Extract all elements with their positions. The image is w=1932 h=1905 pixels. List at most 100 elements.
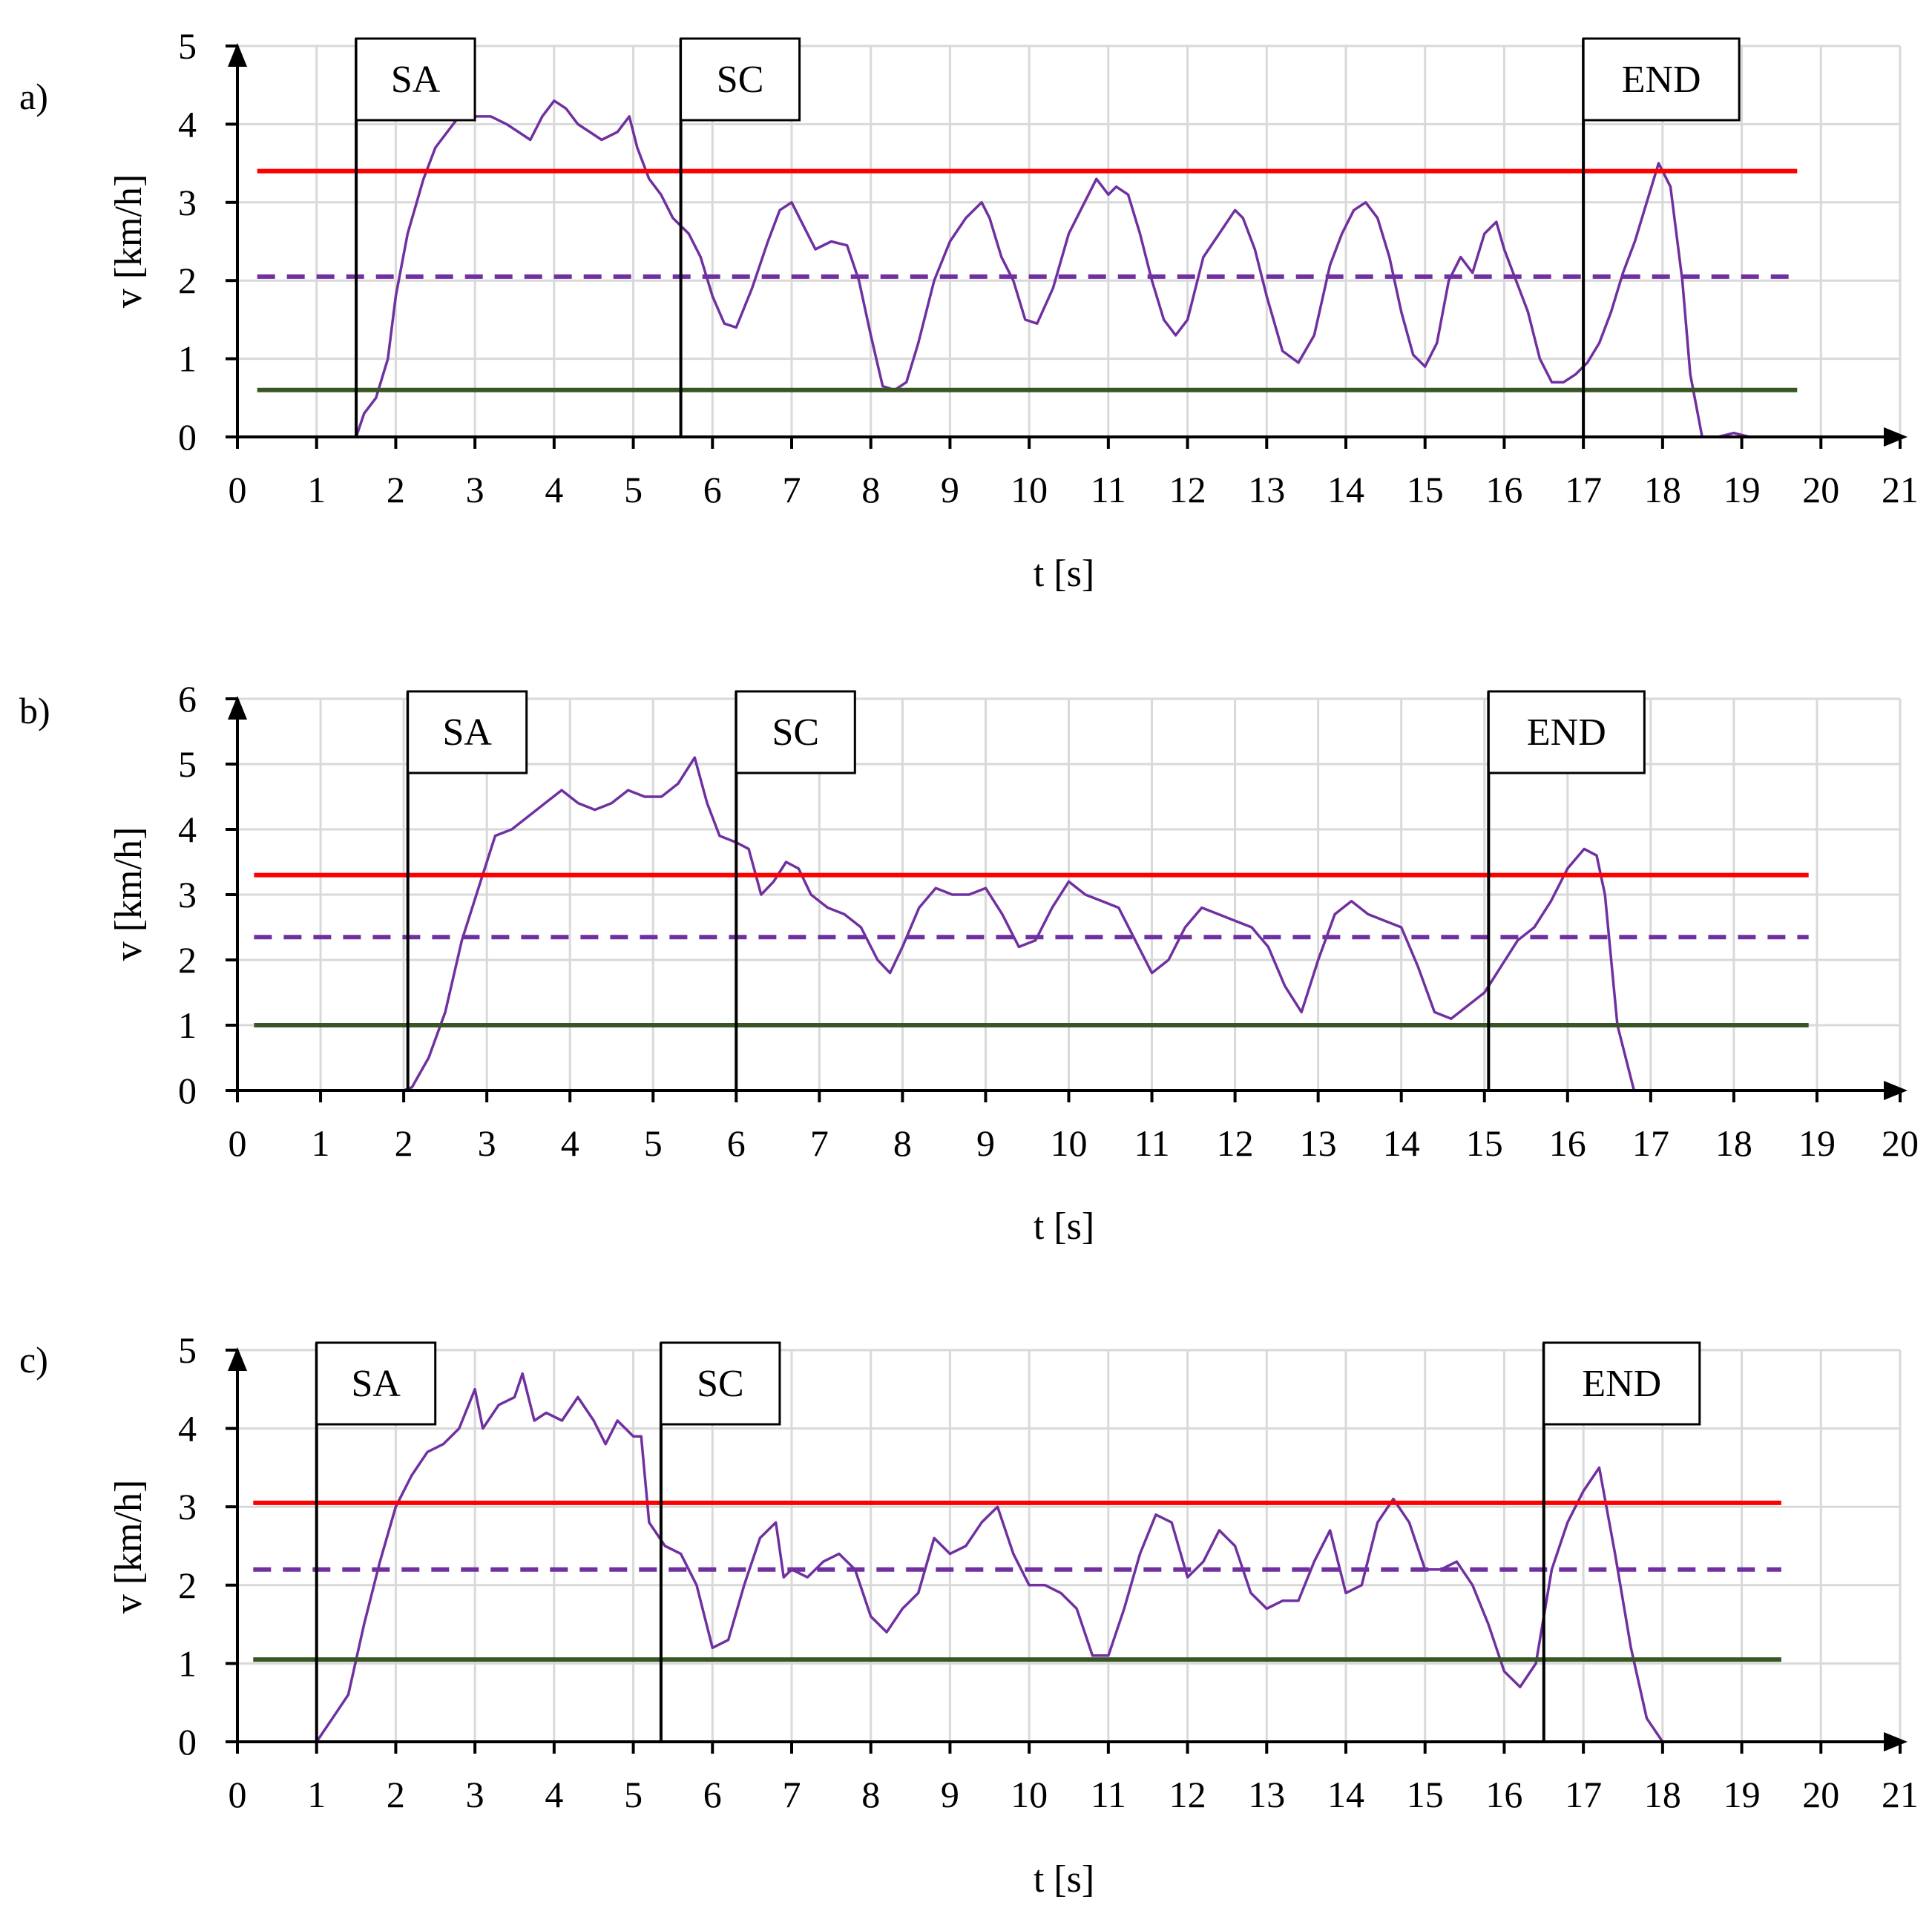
x-tick-label: 17	[1632, 1122, 1669, 1164]
y-tick-label: 1	[178, 338, 197, 380]
y-tick-label: 5	[178, 743, 197, 785]
y-axis-arrow-icon	[228, 1347, 247, 1371]
x-tick-label: 14	[1327, 1774, 1364, 1815]
x-tick-label: 19	[1724, 1774, 1761, 1815]
x-tick-label: 19	[1798, 1122, 1836, 1164]
x-tick-label: 19	[1724, 469, 1761, 510]
x-tick-label: 5	[644, 1122, 663, 1164]
marker-sc-box	[735, 690, 856, 774]
x-tick-label: 4	[545, 1774, 563, 1815]
x-tick-label: 0	[229, 1122, 247, 1164]
marker-sa-box	[355, 37, 476, 122]
y-tick-label: 0	[178, 1721, 197, 1763]
x-tick-label: 4	[545, 469, 563, 510]
x-tick-label: 3	[466, 1774, 484, 1815]
marker-sc-label: SC	[717, 59, 764, 101]
y-tick-label: 2	[178, 260, 197, 301]
x-tick-label: 8	[893, 1122, 912, 1164]
x-tick-label: 6	[703, 469, 722, 510]
x-tick-label: 15	[1466, 1122, 1503, 1164]
y-tick-label: 5	[178, 25, 197, 67]
x-tick-label: 5	[624, 1774, 643, 1815]
marker-sa-label: SA	[442, 711, 492, 754]
x-tick-label: 4	[561, 1122, 579, 1164]
x-tick-label: 12	[1217, 1122, 1254, 1164]
marker-sa-label: SA	[391, 59, 441, 101]
x-tick-label: 10	[1011, 469, 1048, 510]
x-tick-label: 16	[1485, 469, 1522, 510]
x-tick-label: 18	[1644, 469, 1681, 510]
x-axis-arrow-icon	[1884, 1732, 1908, 1751]
marker-sc-label: SC	[772, 711, 819, 754]
series-speed-line	[253, 1372, 1781, 1743]
y-tick-label: 3	[178, 182, 197, 223]
marker-end-label: END	[1527, 711, 1606, 754]
marker-end-box	[1582, 37, 1741, 122]
x-tick-label: 5	[624, 469, 643, 510]
y-axis-arrow-icon	[228, 696, 247, 720]
x-axis-arrow-icon	[1884, 427, 1908, 447]
x-axis-title: t [s]	[1034, 1205, 1094, 1248]
y-tick-label: 0	[178, 416, 197, 458]
x-axis-arrow-icon	[1884, 1081, 1908, 1100]
y-tick-label: 0	[178, 1070, 197, 1111]
x-tick-label: 20	[1882, 1122, 1919, 1164]
x-tick-label: 2	[387, 469, 405, 510]
y-axis-title: v [km/h]	[108, 174, 150, 309]
marker-sc-box	[680, 37, 801, 122]
x-tick-label: 3	[478, 1122, 496, 1164]
panel-label: c)	[19, 1339, 48, 1381]
marker-end-label: END	[1622, 59, 1701, 101]
y-tick-label: 2	[178, 1565, 197, 1606]
marker-sa-box	[315, 1341, 437, 1426]
x-tick-label: 15	[1407, 469, 1444, 510]
x-tick-label: 20	[1802, 1774, 1839, 1815]
x-tick-label: 7	[810, 1122, 829, 1164]
x-tick-label: 9	[976, 1122, 995, 1164]
y-tick-label: 1	[178, 1004, 197, 1046]
x-tick-label: 10	[1051, 1122, 1088, 1164]
x-tick-label: 17	[1565, 1774, 1602, 1815]
x-tick-label: 21	[1882, 1774, 1919, 1815]
x-axis-title: t [s]	[1034, 1858, 1094, 1901]
marker-end-box	[1542, 1341, 1701, 1426]
marker-sa-label: SA	[351, 1363, 401, 1405]
x-tick-label: 14	[1383, 1122, 1420, 1164]
panel-label: b)	[19, 690, 50, 731]
chart-panel-3: 0 1 2 3 4 5 6 7 8 9 10 11 12 13 14 15 16 17 18 19 20 21012345…	[19, 1329, 1919, 1901]
y-tick-label: 4	[178, 809, 197, 850]
series-speed-line	[254, 756, 1809, 1092]
x-tick-label: 16	[1485, 1774, 1522, 1815]
x-tick-label: 13	[1300, 1122, 1337, 1164]
y-tick-label: 2	[178, 939, 197, 981]
panel-label: a)	[19, 76, 48, 117]
x-tick-label: 9	[941, 1774, 959, 1815]
x-tick-label: 12	[1169, 1774, 1206, 1815]
y-axis-arrow-icon	[228, 43, 247, 67]
x-tick-label: 11	[1091, 1774, 1126, 1815]
x-axis-title: t [s]	[1034, 553, 1094, 595]
marker-sa-box	[407, 690, 528, 774]
x-tick-label: 8	[861, 469, 880, 510]
x-tick-label: 11	[1134, 1122, 1169, 1164]
x-tick-label: 9	[941, 469, 959, 510]
y-tick-label: 3	[178, 1486, 197, 1527]
x-tick-label: 2	[395, 1122, 413, 1164]
x-tick-label: 2	[387, 1774, 405, 1815]
x-tick-label: 18	[1715, 1122, 1752, 1164]
x-tick-label: 18	[1644, 1774, 1681, 1815]
y-tick-label: 5	[178, 1329, 197, 1371]
x-tick-label: 7	[783, 1774, 801, 1815]
marker-end-box	[1487, 690, 1646, 774]
x-tick-label: 1	[312, 1122, 330, 1164]
y-tick-label: 4	[178, 103, 197, 145]
marker-sc-box	[660, 1341, 781, 1426]
y-tick-label: 3	[178, 874, 197, 915]
y-tick-label: 6	[178, 678, 197, 720]
y-tick-label: 4	[178, 1408, 197, 1450]
x-tick-label: 13	[1248, 1774, 1285, 1815]
x-tick-label: 8	[861, 1774, 880, 1815]
marker-sc-label: SC	[697, 1363, 744, 1405]
x-tick-label: 3	[466, 469, 484, 510]
